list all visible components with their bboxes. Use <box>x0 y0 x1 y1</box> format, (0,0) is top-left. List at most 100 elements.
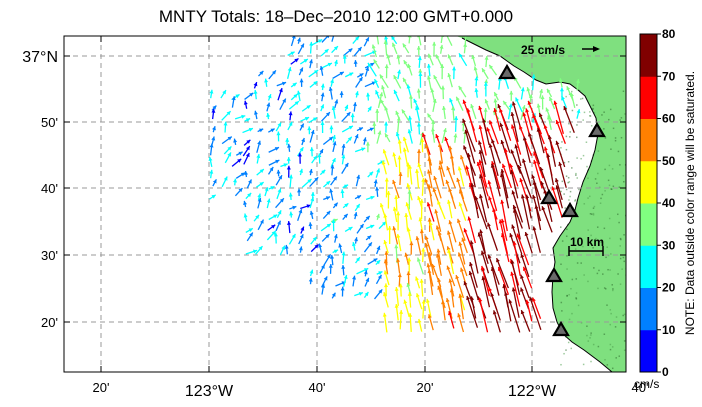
arrow-icon <box>492 207 499 231</box>
arrow-icon <box>511 287 520 318</box>
terrain-speck <box>568 122 570 125</box>
arrow-icon <box>419 229 424 244</box>
terrain-speck <box>566 294 568 297</box>
terrain-speck <box>622 90 625 93</box>
arrow-icon <box>300 204 311 210</box>
arrow-icon <box>367 62 377 77</box>
arrow-icon <box>419 199 424 220</box>
arrow-icon <box>478 125 487 156</box>
terrain-speck <box>595 237 597 240</box>
arrow-icon <box>319 169 326 176</box>
terrain-speck <box>580 262 582 264</box>
arrow-icon <box>421 132 431 156</box>
arrow-icon <box>491 138 501 164</box>
terrain-speck <box>597 150 600 152</box>
arrow-icon <box>464 36 467 44</box>
arrow-icon <box>427 269 434 296</box>
terrain-speck <box>619 283 622 285</box>
terrain-speck <box>576 157 578 159</box>
arrow-icon <box>456 177 465 200</box>
arrow-icon <box>333 234 338 243</box>
arrow-icon <box>415 236 422 256</box>
arrow-icon <box>416 257 424 275</box>
arrow-icon <box>320 83 325 91</box>
colorbar-tick-label: 60 <box>662 112 676 126</box>
arrow-icon <box>366 127 375 132</box>
arrow-icon <box>383 213 389 231</box>
arrow-icon <box>276 210 282 219</box>
arrow-icon <box>435 133 444 153</box>
colorbar-segment <box>640 34 657 77</box>
arrow-icon <box>257 219 265 231</box>
arrow-icon <box>417 318 423 332</box>
arrow-icon <box>546 153 555 186</box>
arrow-icon <box>427 53 434 66</box>
x-tick-label: 122°W <box>508 383 557 400</box>
arrow-icon <box>416 88 421 99</box>
arrow-icon <box>365 224 375 230</box>
arrow-icon <box>246 232 254 242</box>
arrow-icon <box>396 116 401 133</box>
arrow-icon <box>299 168 304 176</box>
colorbar-tick-label: 0 <box>662 365 669 379</box>
terrain-speck <box>576 177 578 179</box>
arrow-icon <box>279 245 286 256</box>
arrow-icon <box>243 213 248 222</box>
colorbar-tick-label: 50 <box>662 154 676 168</box>
arrow-icon <box>490 163 501 197</box>
arrow-icon <box>243 200 248 208</box>
terrain-speck <box>598 269 600 272</box>
arrow-icon <box>558 161 567 188</box>
terrain-speck <box>604 168 606 171</box>
terrain-speck <box>589 337 591 339</box>
arrow-icon <box>275 122 282 132</box>
arrow-icon <box>209 89 214 99</box>
arrow-icon <box>437 200 446 220</box>
arrow-icon <box>426 113 434 122</box>
arrow-icon <box>309 269 314 277</box>
terrain-speck <box>603 227 606 230</box>
arrow-icon <box>356 223 365 234</box>
arrow-icon <box>559 78 563 88</box>
terrain-speck <box>604 137 607 139</box>
terrain-speck <box>560 190 562 193</box>
terrain-speck <box>589 111 591 113</box>
arrow-icon <box>297 152 303 164</box>
terrain-speck <box>590 234 592 237</box>
arrow-icon <box>462 118 476 153</box>
arrow-icon <box>392 179 400 199</box>
terrain-speck <box>565 175 568 177</box>
colorbar-segment <box>640 329 657 373</box>
arrow-icon <box>319 65 324 76</box>
arrow-icon <box>390 36 398 45</box>
arrow-icon <box>427 314 434 331</box>
terrain-speck <box>612 127 615 130</box>
arrow-icon <box>365 235 372 241</box>
arrow-icon <box>338 243 343 254</box>
arrow-icon <box>479 174 490 209</box>
arrow-icon <box>300 116 310 122</box>
arrow-icon <box>415 293 423 310</box>
terrain-speck <box>592 104 595 107</box>
arrow-icon <box>234 114 246 120</box>
terrain-speck <box>589 195 591 198</box>
terrain-speck <box>569 136 571 138</box>
arrow-icon <box>367 171 374 178</box>
terrain-speck <box>611 346 614 348</box>
arrow-icon <box>355 174 361 187</box>
arrow-icon <box>350 113 355 122</box>
arrow-icon <box>520 274 530 299</box>
arrow-icon <box>332 141 337 153</box>
arrow-icon <box>393 89 400 102</box>
arrow-icon <box>424 144 433 166</box>
arrow-icon <box>244 117 251 122</box>
terrain-speck <box>582 363 585 366</box>
terrain-speck <box>567 341 570 344</box>
arrow-icon <box>321 233 330 242</box>
terrain-speck <box>560 226 562 228</box>
arrow-icon <box>290 36 296 47</box>
arrow-icon <box>234 187 243 197</box>
arrow-icon <box>379 74 389 89</box>
terrain-speck <box>619 237 622 240</box>
